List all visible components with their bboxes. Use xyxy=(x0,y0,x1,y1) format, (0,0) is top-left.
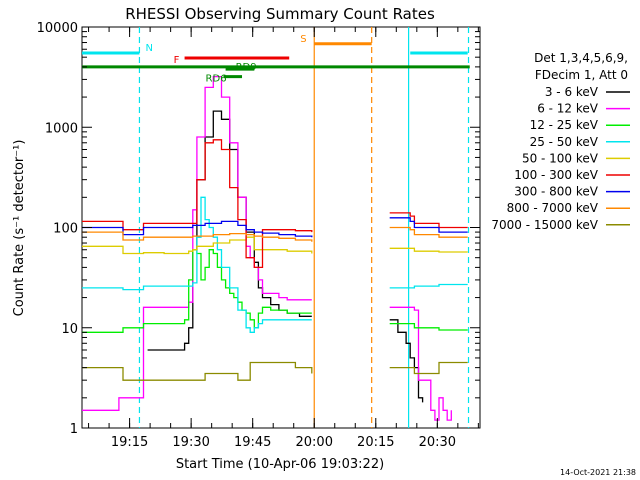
flag-label-3: RD6 xyxy=(206,74,227,85)
legend-label-5: 100 - 300 keV xyxy=(514,168,598,182)
series-line-8 xyxy=(82,361,468,381)
y-tick-label-0: 1 xyxy=(70,422,78,437)
y-tick-label-1: 10 xyxy=(61,322,78,337)
legend-label-7: 800 - 7000 keV xyxy=(507,201,599,215)
flag-bars: NFRD9RD6S xyxy=(82,34,470,85)
x-tick-label-1: 19:30 xyxy=(172,435,209,450)
legend: Det 1,3,4,5,6,9, FDecim 1, Att 0 3 - 6 k… xyxy=(491,51,630,232)
x-tick-label-5: 20:30 xyxy=(419,435,456,450)
legend-label-3: 25 - 50 keV xyxy=(530,135,599,149)
series-line-1 xyxy=(82,75,452,421)
series-line-0 xyxy=(147,110,424,403)
y-axis-label: Count Rate (s⁻¹ detector⁻¹) xyxy=(12,140,27,317)
series-lines xyxy=(82,75,468,421)
series-line-7 xyxy=(82,226,468,242)
legend-label-1: 6 - 12 keV xyxy=(537,102,599,116)
chart-title: RHESSI Observing Summary Count Rates xyxy=(125,5,435,23)
series-line-6 xyxy=(82,217,468,238)
legend-label-0: 3 - 6 keV xyxy=(545,85,599,99)
y-tick-label-2: 100 xyxy=(53,222,78,237)
legend-header-decimation: FDecim 1, Att 0 xyxy=(535,68,628,82)
flag-label-1: F xyxy=(174,55,180,66)
axis-ticks: 1 10 100 1000 10000 19:15 19:30 19:45 20:00 20:15… xyxy=(37,21,480,450)
y-tick-label-3: 1000 xyxy=(45,121,78,136)
legend-label-4: 50 - 100 keV xyxy=(522,151,599,165)
legend-label-8: 7000 - 15000 keV xyxy=(491,218,598,232)
series-line-4 xyxy=(82,236,468,255)
legend-header-detectors: Det 1,3,4,5,6,9, xyxy=(534,51,628,65)
x-tick-label-0: 19:15 xyxy=(111,435,148,450)
flag-label-0: N xyxy=(145,43,152,54)
x-tick-label-2: 19:45 xyxy=(234,435,271,450)
x-tick-label-3: 20:00 xyxy=(296,435,333,450)
y-tick-label-4: 10000 xyxy=(37,21,78,36)
series-line-3 xyxy=(82,196,468,333)
generation-date: 14-Oct-2021 21:38 xyxy=(560,468,636,477)
legend-label-6: 300 - 800 keV xyxy=(514,185,598,199)
legend-label-2: 12 - 25 keV xyxy=(530,118,599,132)
x-axis-label: Start Time (10-Apr-06 19:03:22) xyxy=(176,457,384,472)
flag-label-4: S xyxy=(300,34,306,45)
x-tick-label-4: 20:15 xyxy=(357,435,394,450)
